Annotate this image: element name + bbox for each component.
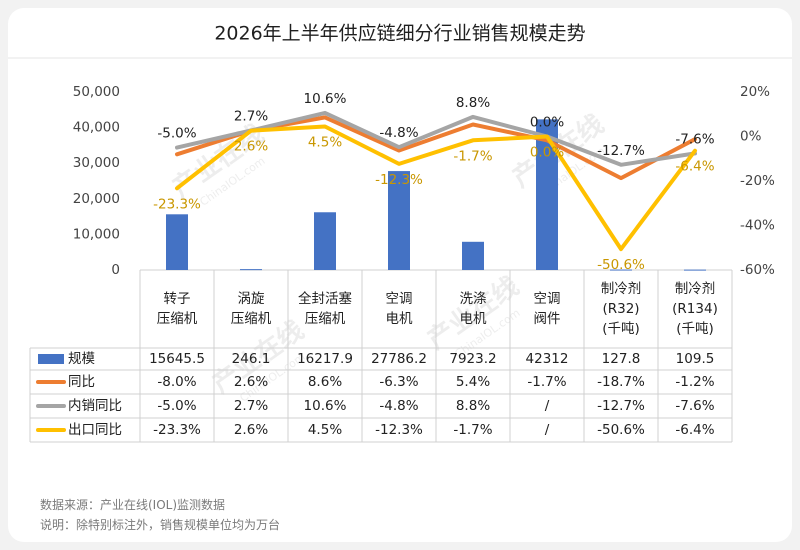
category-label: 压缩机 <box>305 311 346 327</box>
data-label-domestic: -12.7% <box>597 143 645 159</box>
table-cell: -18.7% <box>597 374 645 390</box>
category-label: 压缩机 <box>231 311 272 327</box>
table-cell: 7923.2 <box>449 351 496 367</box>
category-label: 阀件 <box>534 311 561 327</box>
table-cell: 2.6% <box>234 422 268 438</box>
line-series <box>175 110 697 167</box>
table-cell: -7.6% <box>675 398 714 414</box>
category-label: 电机 <box>386 311 413 327</box>
explanation-note: 说明：除特别标注外，销售规模单位均为万台 <box>40 518 281 532</box>
legend-label: 规模 <box>68 351 95 367</box>
table-cell: / <box>545 398 550 414</box>
legend-label: 出口同比 <box>68 422 122 438</box>
data-label-domestic: -4.8% <box>379 125 418 141</box>
y-left-tick-label: 50,000 <box>73 84 120 100</box>
data-label-export: 4.5% <box>308 134 342 150</box>
line-series <box>175 124 697 252</box>
category-label: 空调 <box>534 291 561 307</box>
category-label: 电机 <box>460 311 487 327</box>
table-cell: / <box>545 422 550 438</box>
table-cell: 16217.9 <box>297 351 353 367</box>
legend-label: 内销同比 <box>68 398 122 414</box>
y-left-tick-label: 20,000 <box>73 191 120 207</box>
table-cell: -1.2% <box>675 374 714 390</box>
data-label-domestic: 10.6% <box>304 91 347 107</box>
y-right-tick-label: -60% <box>740 262 775 278</box>
legend-label: 同比 <box>68 374 95 390</box>
category-label: 涡旋 <box>238 291 265 307</box>
table-cell: 5.4% <box>456 374 490 390</box>
chart-card: 2026年上半年供应链细分行业销售规模走势 产业在线 ChinaIOL.com 产业在… <box>8 8 792 542</box>
bar-scale <box>166 214 188 270</box>
category-label: (千吨) <box>602 321 640 337</box>
data-label-export: -1.7% <box>453 148 492 164</box>
data-label-domestic: 2.7% <box>234 108 268 124</box>
category-label: 压缩机 <box>157 311 198 327</box>
table-cell: 8.6% <box>308 374 342 390</box>
data-label-export: -50.6% <box>597 257 645 273</box>
table-cell: -6.3% <box>379 374 418 390</box>
category-label: (R32) <box>602 301 639 317</box>
table-cell: -1.7% <box>527 374 566 390</box>
category-label: (千吨) <box>676 321 714 337</box>
data-label-domestic: -5.0% <box>157 126 196 142</box>
bar-scale <box>610 269 632 271</box>
y-left-tick-label: 10,000 <box>73 226 120 242</box>
table-cell: 42312 <box>526 351 569 367</box>
table-cell: 109.5 <box>676 351 715 367</box>
bar-scale <box>462 241 484 270</box>
table-cell: -50.6% <box>597 422 645 438</box>
y-right-tick-label: -20% <box>740 173 775 189</box>
table-cell: -12.7% <box>597 398 645 414</box>
y-left-tick-label: 0 <box>111 262 120 278</box>
y-left-tick-label: 30,000 <box>73 155 120 171</box>
y-right-tick-label: -40% <box>740 218 775 234</box>
legend-key-bar <box>38 354 64 364</box>
y-left-tick-label: 40,000 <box>73 120 120 136</box>
table-cell: -12.3% <box>375 422 423 438</box>
table-cell: -6.4% <box>675 422 714 438</box>
data-label-domestic: 8.8% <box>456 95 490 111</box>
table-cell: 10.6% <box>304 398 347 414</box>
y-right-tick-label: 0% <box>740 129 762 145</box>
data-label-export: -6.4% <box>675 159 714 175</box>
category-label: 全封活塞 <box>298 290 352 307</box>
table-cell: 4.5% <box>308 422 342 438</box>
bar-scale <box>240 269 262 271</box>
bar-scale <box>684 269 706 271</box>
category-label: 空调 <box>386 291 413 307</box>
bar-scale <box>388 171 410 270</box>
table-cell: -4.8% <box>379 398 418 414</box>
chart-title: 2026年上半年供应链细分行业销售规模走势 <box>214 23 585 45</box>
data-label-domestic: -7.6% <box>675 131 714 147</box>
category-label: 制冷剂 <box>601 281 642 297</box>
table-cell: 27786.2 <box>371 351 427 367</box>
table-cell: 8.8% <box>456 398 490 414</box>
table-cell: 2.6% <box>234 374 268 390</box>
data-label-export: -12.3% <box>375 172 423 188</box>
data-label-export: 2.6% <box>234 139 268 155</box>
table-cell: 246.1 <box>232 351 271 367</box>
category-label: 制冷剂 <box>675 281 716 297</box>
y-right-tick-label: 20% <box>740 84 770 100</box>
table-cell: -5.0% <box>157 398 196 414</box>
bar-scale <box>314 212 336 270</box>
data-label-domestic: 0.0% <box>530 115 564 131</box>
bar-scale <box>536 119 558 270</box>
category-label: 转子 <box>164 291 191 307</box>
data-label-export: 0.0% <box>530 145 564 161</box>
table-cell: 2.7% <box>234 398 268 414</box>
table-cell: -23.3% <box>153 422 201 438</box>
table-cell: 15645.5 <box>149 351 205 367</box>
table-cell: -1.7% <box>453 422 492 438</box>
table-cell: 127.8 <box>602 351 641 367</box>
data-source-note: 数据来源：产业在线(IOL)监测数据 <box>40 498 226 512</box>
category-label: 洗涤 <box>460 291 487 307</box>
table-cell: -8.0% <box>157 374 196 390</box>
category-label: (R134) <box>672 301 718 317</box>
data-label-export: -23.3% <box>153 196 201 212</box>
